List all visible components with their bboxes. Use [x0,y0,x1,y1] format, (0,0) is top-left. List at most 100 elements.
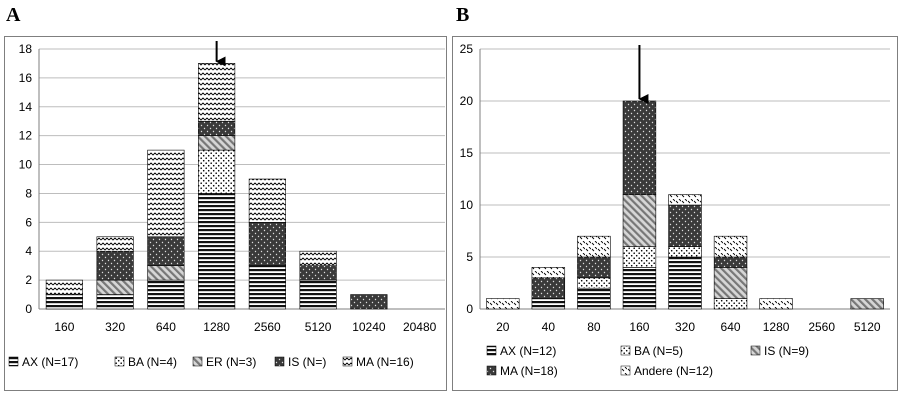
bar-segment [198,63,236,122]
bar-segment [299,265,337,281]
bar-segment [668,204,702,247]
x-tick-label: 5120 [854,320,881,334]
bar-segment [531,267,566,279]
x-tick-label: 160 [629,320,649,334]
x-tick-label: 640 [156,320,176,334]
legend-label: BA (N=5) [634,344,683,358]
y-tick-label: 2 [25,273,32,287]
bar-segment [248,222,286,266]
bar-segment [96,279,134,295]
x-tick-label: 320 [105,320,125,334]
x-tick-label: 80 [587,320,601,334]
legend-swatch [486,365,497,376]
bar-segment [350,294,388,310]
legend-swatch [486,345,497,356]
bar-segment [622,100,657,195]
y-tick-label: 5 [466,250,473,264]
legend-label: Andere (N=12) [634,364,713,378]
bar-segment [96,250,134,281]
bar-segment [668,256,702,310]
legend-swatch [342,356,353,367]
bar-segment [622,267,657,310]
legend-swatch [274,356,285,367]
x-tick-label: 320 [675,320,695,334]
y-tick-label: 10 [460,198,474,212]
y-tick-label: 14 [19,100,33,114]
bar-segment [45,279,83,295]
bar-segment [147,279,185,310]
x-tick-label: 20480 [403,320,437,334]
bar-segment [713,298,748,310]
x-tick-label: 1280 [203,320,230,334]
bar-segment [577,256,611,279]
bar-segment [147,236,185,266]
bar-segment [713,235,748,258]
x-tick-label: 160 [54,320,74,334]
y-tick-label: 25 [460,42,474,56]
legend-label: AX (N=17) [22,355,78,369]
y-tick-label: 12 [19,129,33,143]
bar-segment [248,178,286,223]
bar-segment [96,236,134,252]
legend-swatch [8,356,19,367]
bar-segment [299,250,337,266]
x-tick-label: 2560 [254,320,281,334]
bar-segment [198,120,236,136]
legend-swatch [192,356,203,367]
x-tick-label: 1280 [763,320,790,334]
panel-label-a: A [6,4,21,26]
bar-segment [198,135,236,151]
bar-segment [299,279,337,310]
legend-label: ER (N=3) [206,355,256,369]
bar-segment [577,235,611,258]
bar-segment [147,265,185,281]
y-tick-label: 0 [25,302,32,316]
chart-a: 0 2 4 6 8 10 12 14 16 18 160 320 640 1280 2560 5120 1024… [4,36,447,391]
legend-swatch [114,356,125,367]
bar-segment [713,267,748,299]
bar-segment [622,194,657,247]
y-tick-label: 20 [460,94,474,108]
bar-segment [668,246,702,258]
bar-segment [577,277,611,289]
legend-label: AX (N=12) [500,344,556,358]
legend-label: MA (N=18) [500,364,558,378]
x-tick-label: 2560 [808,320,835,334]
x-tick-label: 20 [496,320,510,334]
legend-label: BA (N=4) [128,355,177,369]
bar-segment [577,287,611,310]
bar-segment [759,298,793,310]
bar-segment [713,256,748,268]
bar-segment [531,277,566,299]
bar-segment [147,149,185,238]
legend-swatch [620,345,631,356]
y-tick-label: 8 [25,186,32,200]
bar-segment [248,265,286,310]
y-tick-label: 6 [25,215,32,229]
y-tick-label: 15 [460,146,474,160]
chart-b-svg: 0 5 10 15 20 25 20 40 80 160 320 640 1280 2560 5120 AX … [460,42,890,378]
bar-segment [531,298,566,310]
chart-b: 0 5 10 15 20 25 20 40 80 160 320 640 1280 2560 5120 AX … [452,36,898,391]
legend-label: IS (N=9) [764,344,809,358]
y-tick-label: 0 [466,302,473,316]
bar-segment [96,294,134,310]
panel-label-b: B [456,4,470,26]
legend-label: IS (N=) [288,355,326,369]
y-tick-label: 10 [19,158,33,172]
bar-segment [668,194,702,206]
bar-segment [198,149,236,194]
bar-segment [850,298,884,310]
bar-segment [486,298,520,310]
x-tick-label: 10240 [352,320,386,334]
y-tick-label: 4 [25,244,32,258]
bar-segment [45,294,83,310]
x-tick-label: 640 [721,320,741,334]
chart-a-svg: 0 2 4 6 8 10 12 14 16 18 160 320 640 1280 2560 5120 1024… [8,41,445,369]
x-tick-label: 40 [542,320,556,334]
legend-label: MA (N=16) [356,355,414,369]
y-tick-label: 16 [19,71,33,85]
legend-swatch [620,365,631,376]
y-tick-label: 18 [19,42,33,56]
legend-swatch [750,345,761,356]
